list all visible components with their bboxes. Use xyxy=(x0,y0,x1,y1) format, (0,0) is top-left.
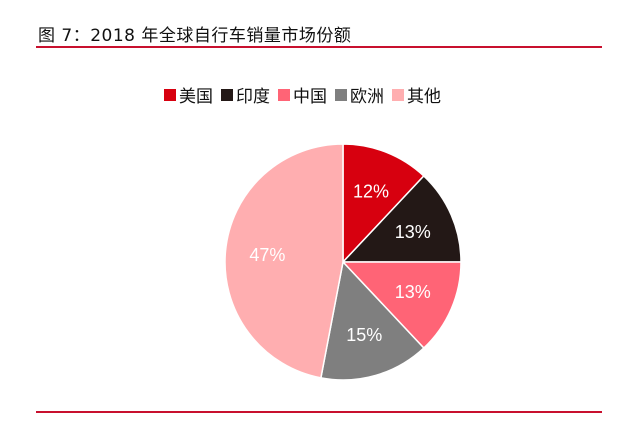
title-rule xyxy=(36,46,602,48)
legend-swatch xyxy=(335,88,347,101)
legend-item: 中国 xyxy=(278,82,327,107)
legend-item: 印度 xyxy=(221,82,270,107)
legend-label: 美国 xyxy=(179,87,213,107)
slice-data-label: 13% xyxy=(395,282,431,302)
legend-swatch xyxy=(278,88,290,101)
chart-legend: 美国 印度 中国 欧洲 其他 xyxy=(164,82,449,107)
legend-swatch xyxy=(164,88,176,101)
legend-label: 欧洲 xyxy=(350,87,384,107)
figure-title: 图 7：2018 年全球自行车销量市场份额 xyxy=(38,26,352,46)
pie-slice xyxy=(341,261,462,350)
pie-slice xyxy=(342,143,425,264)
legend-item: 欧洲 xyxy=(335,82,384,107)
slice-data-label: 15% xyxy=(346,325,382,345)
pie-slice xyxy=(341,174,462,263)
pie-slice xyxy=(320,260,425,381)
legend-label: 中国 xyxy=(293,87,327,107)
slice-data-label: 13% xyxy=(395,222,431,242)
slice-data-label: 12% xyxy=(353,181,389,201)
pie-slice xyxy=(224,143,344,379)
legend-swatch xyxy=(392,88,404,101)
legend-item: 美国 xyxy=(164,82,213,107)
footer-rule xyxy=(36,411,602,413)
legend-swatch xyxy=(221,88,233,101)
legend-item: 其他 xyxy=(392,82,441,107)
legend-label: 其他 xyxy=(407,87,441,107)
slice-data-label: 47% xyxy=(249,245,285,265)
legend-label: 印度 xyxy=(236,87,270,107)
